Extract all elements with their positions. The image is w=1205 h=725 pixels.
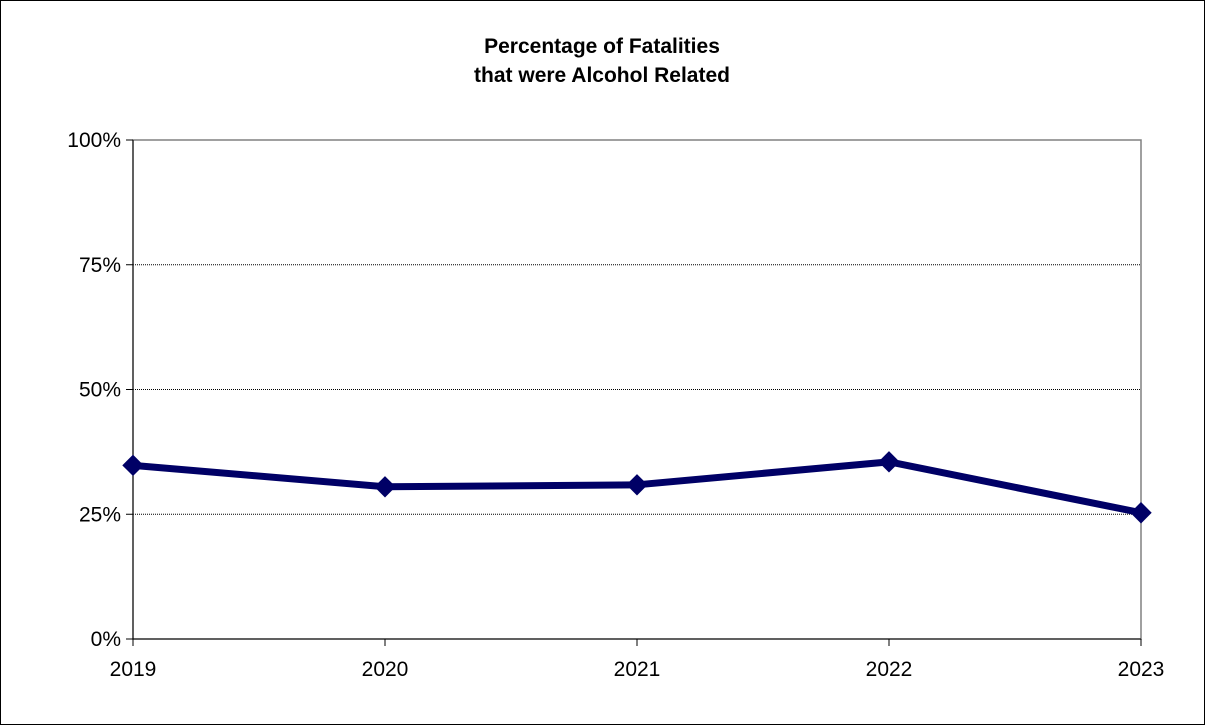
- y-tick-label: 50%: [79, 379, 121, 402]
- data-point-marker: [122, 454, 144, 477]
- x-tick-label: 2023: [1118, 658, 1165, 681]
- y-tick-label: 25%: [79, 503, 121, 526]
- data-point-marker: [626, 474, 648, 496]
- x-tick-label: 2022: [866, 658, 913, 681]
- gridlines: [133, 264, 1141, 515]
- x-tick-label: 2019: [110, 658, 157, 681]
- data-point-marker: [878, 451, 900, 473]
- y-tick-label: 100%: [67, 129, 121, 152]
- y-tick-label: 75%: [79, 254, 121, 277]
- data-point-marker: [374, 476, 396, 498]
- axes: 0% 25% 50% 75% 100% 2019 2020 2021 2022 2023: [67, 129, 1164, 681]
- x-tick-label: 2021: [614, 658, 661, 681]
- y-tick-label: 0%: [91, 628, 121, 651]
- data-point-marker: [1130, 502, 1152, 524]
- data-series: [122, 451, 1152, 524]
- chart-title-line-1: Percentage of Fatalities: [484, 35, 720, 58]
- x-tick-label: 2020: [362, 658, 409, 681]
- chart-title-line-2: that were Alcohol Related: [474, 64, 730, 87]
